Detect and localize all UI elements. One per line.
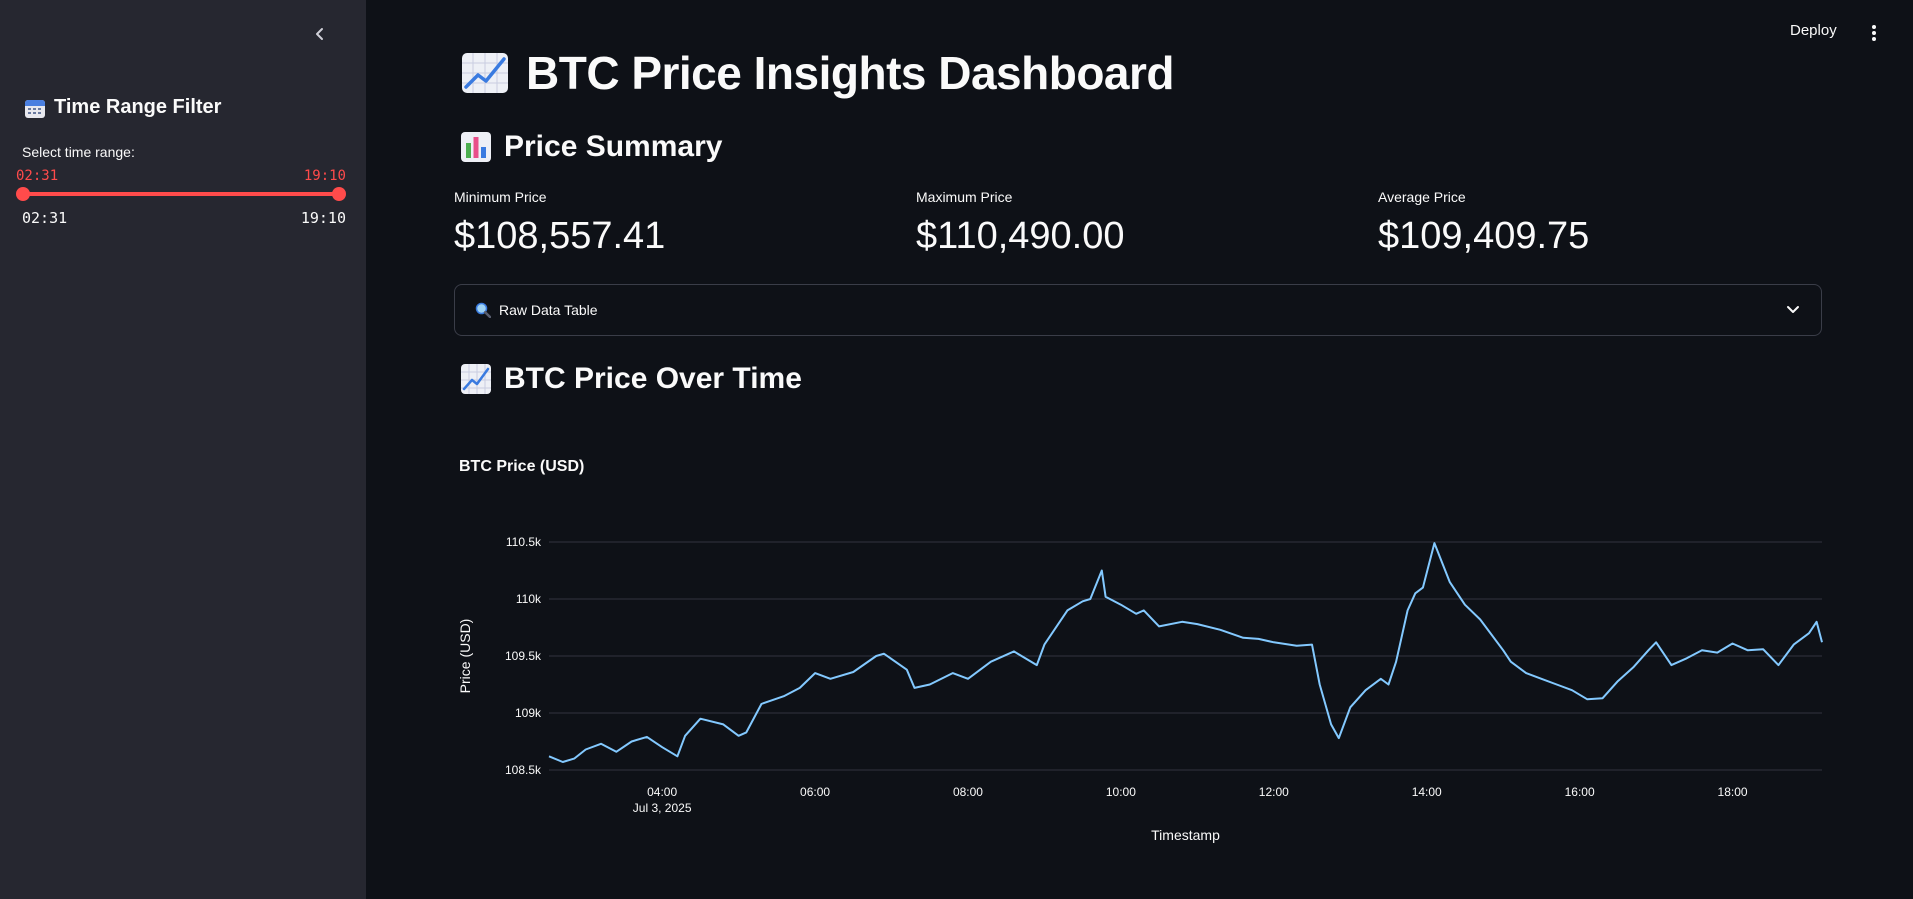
collapse-sidebar-button[interactable] [308,22,332,46]
main-menu-button[interactable] [1866,22,1882,44]
x-tick-label: 08:00 [953,785,983,799]
slider-end-value: 19:10 [303,168,346,184]
price-over-time-heading: BTC Price Over Time [460,362,802,396]
metric-value: $110,490.00 [916,215,1125,257]
bar-chart-icon [460,131,492,163]
metric-average-price: Average Price $109,409.75 [1378,189,1589,258]
x-tick-label: 16:00 [1565,785,1595,799]
slider-start-value: 02:31 [16,168,59,184]
price-summary-heading-text: Price Summary [504,130,723,163]
metric-value: $108,557.41 [454,215,666,257]
magnifier-icon [475,302,491,318]
chevron-left-icon [316,28,323,40]
x-tick-label: 06:00 [800,785,830,799]
price-series-line [548,542,1823,763]
x-tick-label: 18:00 [1718,785,1748,799]
metric-maximum-price: Maximum Price $110,490.00 [916,189,1125,258]
y-tick-label: 109k [515,706,542,720]
time-range-slider[interactable]: 02:31 19:10 02:31 19:10 [16,168,346,228]
price-summary-heading: Price Summary [460,130,722,164]
slider-end-handle[interactable] [332,187,346,201]
x-tick-sublabel: Jul 3, 2025 [633,801,692,815]
metric-label: Minimum Price [454,189,547,205]
slider-max-label: 19:10 [300,209,346,227]
y-tick-label: 110.5k [506,535,542,549]
chart-title: BTC Price (USD) [459,458,585,475]
slider-start-handle[interactable] [16,187,30,201]
expander-label: Raw Data Table [499,302,598,318]
metric-minimum-price: Minimum Price $108,557.41 [454,189,665,258]
chevron-down-icon [1785,301,1801,322]
chart-increasing-icon [460,363,492,395]
x-tick-label: 10:00 [1106,785,1136,799]
metric-value: $109,409.75 [1378,215,1590,257]
slider-min-label: 02:31 [22,209,68,227]
time-range-slider-label: Select time range: [22,144,135,160]
page-title: BTC Price Insights Dashboard [460,46,1175,100]
x-axis-title: Timestamp [1151,827,1220,843]
slider-track[interactable] [22,192,338,196]
chart-svg: 108.5k 109k 109.5k 110k 110.5k 04:00 Jul 3, 20… [457,535,1823,843]
y-tick-label: 110k [516,592,542,606]
chart-increasing-icon [460,51,510,95]
price-over-time-heading-text: BTC Price Over Time [504,362,802,395]
calendar-icon [24,97,46,119]
sidebar-heading: Time Range Filter [24,96,221,119]
sidebar: Time Range Filter Select time range: 02:… [0,0,366,899]
raw-data-table-expander[interactable]: Raw Data Table [454,284,1822,336]
deploy-button[interactable]: Deploy [1790,22,1837,39]
main-content: BTC Price Insights Dashboard Price Summa… [366,0,1913,899]
x-tick-label: 04:00 [647,785,677,799]
metric-label: Average Price [1378,189,1466,205]
y-tick-label: 108.5k [505,763,542,777]
x-tick-label: 14:00 [1412,785,1442,799]
y-axis-title: Price (USD) [457,619,473,694]
btc-price-chart[interactable]: 108.5k 109k 109.5k 110k 110.5k 04:00 Jul 3, 20… [454,520,1834,899]
y-tick-label: 109.5k [505,649,542,663]
x-tick-label: 12:00 [1259,785,1289,799]
page-title-text: BTC Price Insights Dashboard [526,47,1175,99]
metric-label: Maximum Price [916,189,1013,205]
sidebar-heading-text: Time Range Filter [54,96,222,118]
more-vertical-icon [1872,25,1876,41]
